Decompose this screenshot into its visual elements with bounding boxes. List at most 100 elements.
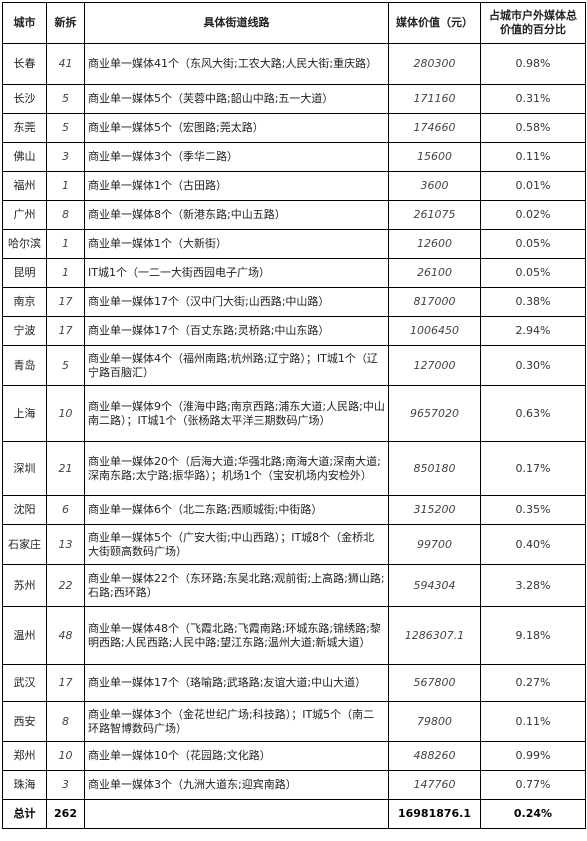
num-cell: 8 <box>46 200 85 230</box>
city-cell: 武汉 <box>2 664 47 702</box>
route-cell: 商业单一媒体8个（新港东路;中山五路） <box>84 200 389 230</box>
city-cell: 哈尔滨 <box>2 229 47 259</box>
table-row: 佛山 3 商业单一媒体3个（季华二路） 15600 0.11% <box>2 142 586 172</box>
pct-cell: 0.31% <box>480 84 586 114</box>
val-cell: 3600 <box>388 171 481 201</box>
val-cell: 594304 <box>388 564 481 607</box>
city-cell: 青岛 <box>2 345 47 386</box>
city-cell: 温州 <box>2 606 47 665</box>
table-row: 福州 1 商业单一媒体1个（古田路） 3600 0.01% <box>2 171 586 201</box>
pct-cell: 0.05% <box>480 229 586 259</box>
header-cell: 城市 <box>2 2 47 44</box>
val-cell: 850180 <box>388 441 481 496</box>
val-cell: 1006450 <box>388 316 481 346</box>
city-cell: 深圳 <box>2 441 47 496</box>
table-row: 宁波 17 商业单一媒体17个（百丈东路;灵桥路;中山东路） 1006450 2.94% <box>2 316 586 346</box>
table-row: 长沙 5 商业单一媒体5个（芙蓉中路;韶山中路;五一大道） 171160 0.31% <box>2 84 586 114</box>
route-cell: 商业单一媒体1个（古田路） <box>84 171 389 201</box>
num-cell: 1 <box>46 258 85 288</box>
city-cell: 西安 <box>2 701 47 742</box>
pct-cell: 0.11% <box>480 142 586 172</box>
pct-cell: 0.11% <box>480 701 586 742</box>
table-row: 西安 8 商业单一媒体3个（金花世纪广场;科技路）；IT城5个（南二环路智博数码广场… <box>2 701 586 742</box>
route-cell: 商业单一媒体5个（芙蓉中路;韶山中路;五一大道） <box>84 84 389 114</box>
city-cell: 珠海 <box>2 770 47 800</box>
val-cell: 817000 <box>388 287 481 317</box>
header-cell: 新拆 <box>46 2 85 44</box>
pct-cell: 0.35% <box>480 495 586 525</box>
num-cell: 22 <box>46 564 85 607</box>
table-row: 南京 17 商业单一媒体17个（汉中门大街;山西路;中山路） 817000 0.38% <box>2 287 586 317</box>
pct-cell: 0.30% <box>480 345 586 386</box>
table-row: 沈阳 6 商业单一媒体6个（北二东路;西顺城街;中街路） 315200 0.35% <box>2 495 586 525</box>
val-cell: 99700 <box>388 524 481 565</box>
num-cell: 17 <box>46 664 85 702</box>
pct-cell: 0.40% <box>480 524 586 565</box>
num-cell: 8 <box>46 701 85 742</box>
pct-cell: 0.77% <box>480 770 586 800</box>
city-cell: 石家庄 <box>2 524 47 565</box>
city-cell: 昆明 <box>2 258 47 288</box>
city-cell: 佛山 <box>2 142 47 172</box>
val-cell: 12600 <box>388 229 481 259</box>
city-cell: 郑州 <box>2 741 47 771</box>
table-row: 深圳 21 商业单一媒体20个（后海大道;华强北路;南海大道;深南大道;深南东路;太… <box>2 441 586 496</box>
route-cell: 商业单一媒体9个（淮海中路;南京西路;浦东大道;人民路;中山南二路）；IT城1个… <box>84 385 389 442</box>
num-cell: 13 <box>46 524 85 565</box>
route-cell: 商业单一媒体41个（东风大街;工农大路;人民大街;重庆路） <box>84 43 389 85</box>
num-cell: 5 <box>46 113 85 143</box>
city-cell: 东莞 <box>2 113 47 143</box>
route-cell: 商业单一媒体17个（百丈东路;灵桥路;中山东路） <box>84 316 389 346</box>
num-cell: 5 <box>46 345 85 386</box>
city-cell: 长春 <box>2 43 47 85</box>
total-row: 总计 262 16981876.1 0.24% <box>2 799 586 829</box>
num-cell: 3 <box>46 770 85 800</box>
table-row: 郑州 10 商业单一媒体10个（花园路;文化路） 488260 0.99% <box>2 741 586 771</box>
pct-cell: 0.38% <box>480 287 586 317</box>
total-pct: 0.24% <box>480 799 586 829</box>
pct-cell: 0.58% <box>480 113 586 143</box>
table-row: 青岛 5 商业单一媒体4个（福州南路;杭州路;辽宁路）；IT城1个（辽宁路百脑汇） 1… <box>2 345 586 386</box>
table-row: 温州 48 商业单一媒体48个（飞霞北路;飞霞南路;环城东路;锦绣路;黎明西路;人民… <box>2 606 586 665</box>
city-cell: 上海 <box>2 385 47 442</box>
route-cell: 商业单一媒体3个（季华二路） <box>84 142 389 172</box>
pct-cell: 0.63% <box>480 385 586 442</box>
table-row: 东莞 5 商业单一媒体5个（宏图路;莞太路） 174660 0.58% <box>2 113 586 143</box>
route-cell: 商业单一媒体10个（花园路;文化路） <box>84 741 389 771</box>
num-cell: 6 <box>46 495 85 525</box>
route-cell: 商业单一媒体3个（金花世纪广场;科技路）；IT城5个（南二环路智博数码广场） <box>84 701 389 742</box>
num-cell: 17 <box>46 287 85 317</box>
val-cell: 79800 <box>388 701 481 742</box>
route-cell: 商业单一媒体3个（九洲大道东;迎宾南路） <box>84 770 389 800</box>
num-cell: 10 <box>46 385 85 442</box>
pct-cell: 0.99% <box>480 741 586 771</box>
num-cell: 21 <box>46 441 85 496</box>
num-cell: 48 <box>46 606 85 665</box>
table-row: 广州 8 商业单一媒体8个（新港东路;中山五路） 261075 0.02% <box>2 200 586 230</box>
route-cell: 商业单一媒体1个（大新街） <box>84 229 389 259</box>
pct-cell: 0.01% <box>480 171 586 201</box>
total-value: 16981876.1 <box>388 799 481 829</box>
city-cell: 南京 <box>2 287 47 317</box>
pct-cell: 9.18% <box>480 606 586 665</box>
num-cell: 17 <box>46 316 85 346</box>
num-cell: 1 <box>46 229 85 259</box>
route-cell: 商业单一媒体6个（北二东路;西顺城街;中街路） <box>84 495 389 525</box>
route-cell: IT城1个（一二一大街西园电子广场） <box>84 258 389 288</box>
pct-cell: 0.27% <box>480 664 586 702</box>
val-cell: 1286307.1 <box>388 606 481 665</box>
table-row: 珠海 3 商业单一媒体3个（九洲大道东;迎宾南路） 147760 0.77% <box>2 770 586 800</box>
city-cell: 福州 <box>2 171 47 201</box>
val-cell: 9657020 <box>388 385 481 442</box>
route-cell: 商业单一媒体17个（汉中门大街;山西路;中山路） <box>84 287 389 317</box>
total-count: 262 <box>46 799 85 829</box>
val-cell: 315200 <box>388 495 481 525</box>
route-cell: 商业单一媒体48个（飞霞北路;飞霞南路;环城东路;锦绣路;黎明西路;人民西路;人… <box>84 606 389 665</box>
route-cell: 商业单一媒体4个（福州南路;杭州路;辽宁路）；IT城1个（辽宁路百脑汇） <box>84 345 389 386</box>
route-cell: 商业单一媒体17个（珞喻路;武珞路;友谊大道;中山大道） <box>84 664 389 702</box>
total-label: 总计 <box>2 799 47 829</box>
val-cell: 174660 <box>388 113 481 143</box>
header-row: 城市 新拆 具体街道线路 媒体价值（元） 占城市户外媒体总价值的百分比 <box>2 2 586 44</box>
val-cell: 488260 <box>388 741 481 771</box>
